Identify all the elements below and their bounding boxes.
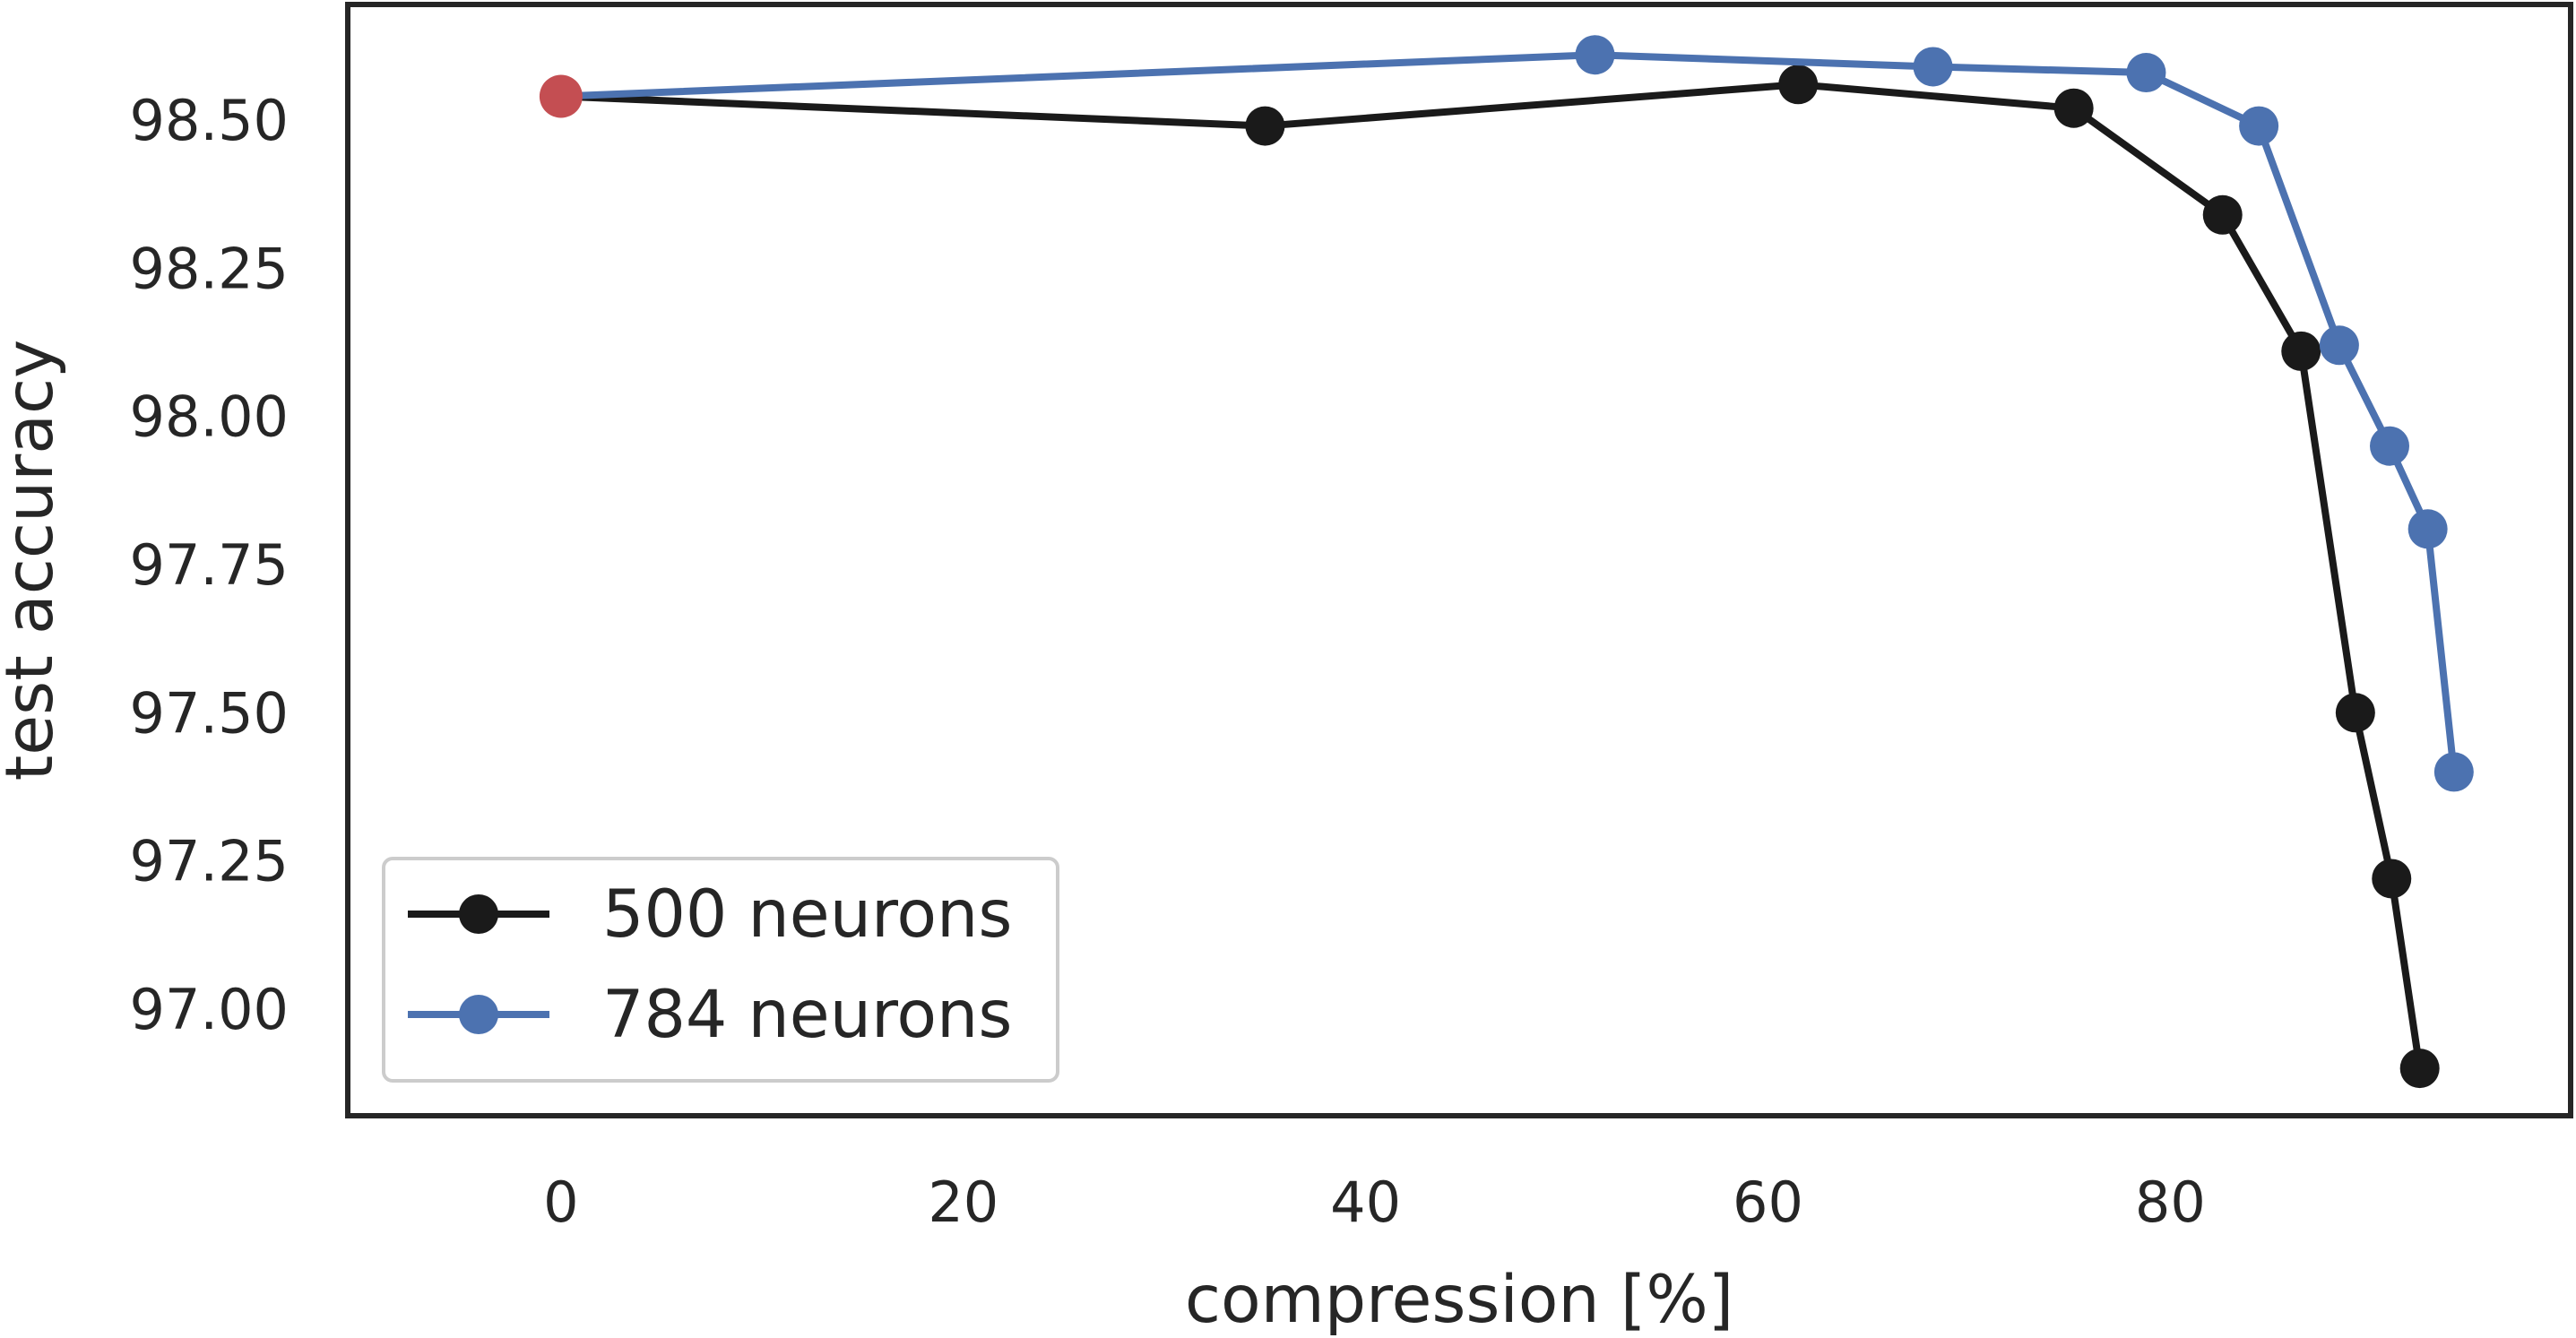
legend-label-500-neurons: 500 neurons bbox=[602, 876, 1012, 953]
plot-frame bbox=[345, 2, 2573, 1118]
series-layer bbox=[539, 35, 2474, 1089]
data-point-500-neurons bbox=[1245, 106, 1285, 146]
y-tick-label-98-50: 98.50 bbox=[130, 88, 290, 153]
data-point-500-neurons bbox=[2053, 88, 2094, 128]
legend-entry-500-neurons: 500 neurons bbox=[408, 876, 1012, 953]
data-point-500-neurons bbox=[2372, 859, 2412, 899]
y-tick-label-97-25: 97.25 bbox=[130, 829, 290, 894]
y-axis-label: test accuracy bbox=[0, 340, 68, 781]
x-tick-label-40: 40 bbox=[1330, 1170, 1401, 1235]
data-point-784-neurons bbox=[1913, 47, 1953, 87]
y-tick-label-97-50: 97.50 bbox=[130, 680, 290, 746]
legend-marker-500-neurons bbox=[459, 894, 498, 934]
legend-box bbox=[382, 857, 1059, 1083]
data-point-500-neurons bbox=[2335, 693, 2375, 733]
data-point-784-neurons bbox=[2319, 325, 2359, 366]
data-point-500-neurons bbox=[2202, 194, 2243, 235]
y-tick-label-97-75: 97.75 bbox=[130, 532, 290, 598]
data-point-784-neurons bbox=[2370, 426, 2410, 466]
data-point-784-neurons bbox=[2239, 106, 2279, 146]
legend: 500 neurons 784 neurons bbox=[382, 857, 1059, 1083]
x-tick-label-60: 60 bbox=[1733, 1170, 1803, 1235]
data-point-784-neurons bbox=[2407, 509, 2448, 549]
x-tick-label-0: 0 bbox=[543, 1170, 578, 1235]
data-point-784-neurons bbox=[1575, 35, 1615, 75]
x-axis-ticks: 0 20 40 60 80 bbox=[543, 1170, 2206, 1235]
legend-label-784-neurons: 784 neurons bbox=[602, 977, 1012, 1053]
y-tick-label-98-25: 98.25 bbox=[130, 236, 290, 301]
x-axis-label: compression [%] bbox=[1185, 1262, 1733, 1338]
y-axis-ticks: 97.00 97.25 97.50 97.75 98.00 98.25 98.50 bbox=[130, 88, 290, 1042]
data-point-500-neurons bbox=[1778, 65, 1819, 105]
data-point-784-neurons bbox=[2126, 53, 2166, 93]
y-tick-label-97-00: 97.00 bbox=[130, 977, 290, 1042]
series-line-784-neurons bbox=[557, 51, 2458, 776]
data-point-500-neurons bbox=[2399, 1049, 2440, 1089]
x-tick-label-80: 80 bbox=[2135, 1170, 2206, 1235]
highlight-point bbox=[539, 74, 583, 118]
data-point-784-neurons bbox=[2433, 752, 2474, 792]
legend-marker-784-neurons bbox=[459, 995, 498, 1034]
x-tick-label-20: 20 bbox=[928, 1170, 998, 1235]
legend-entry-784-neurons: 784 neurons bbox=[408, 977, 1012, 1053]
data-point-500-neurons bbox=[2281, 331, 2321, 371]
y-tick-label-98-00: 98.00 bbox=[130, 384, 290, 450]
